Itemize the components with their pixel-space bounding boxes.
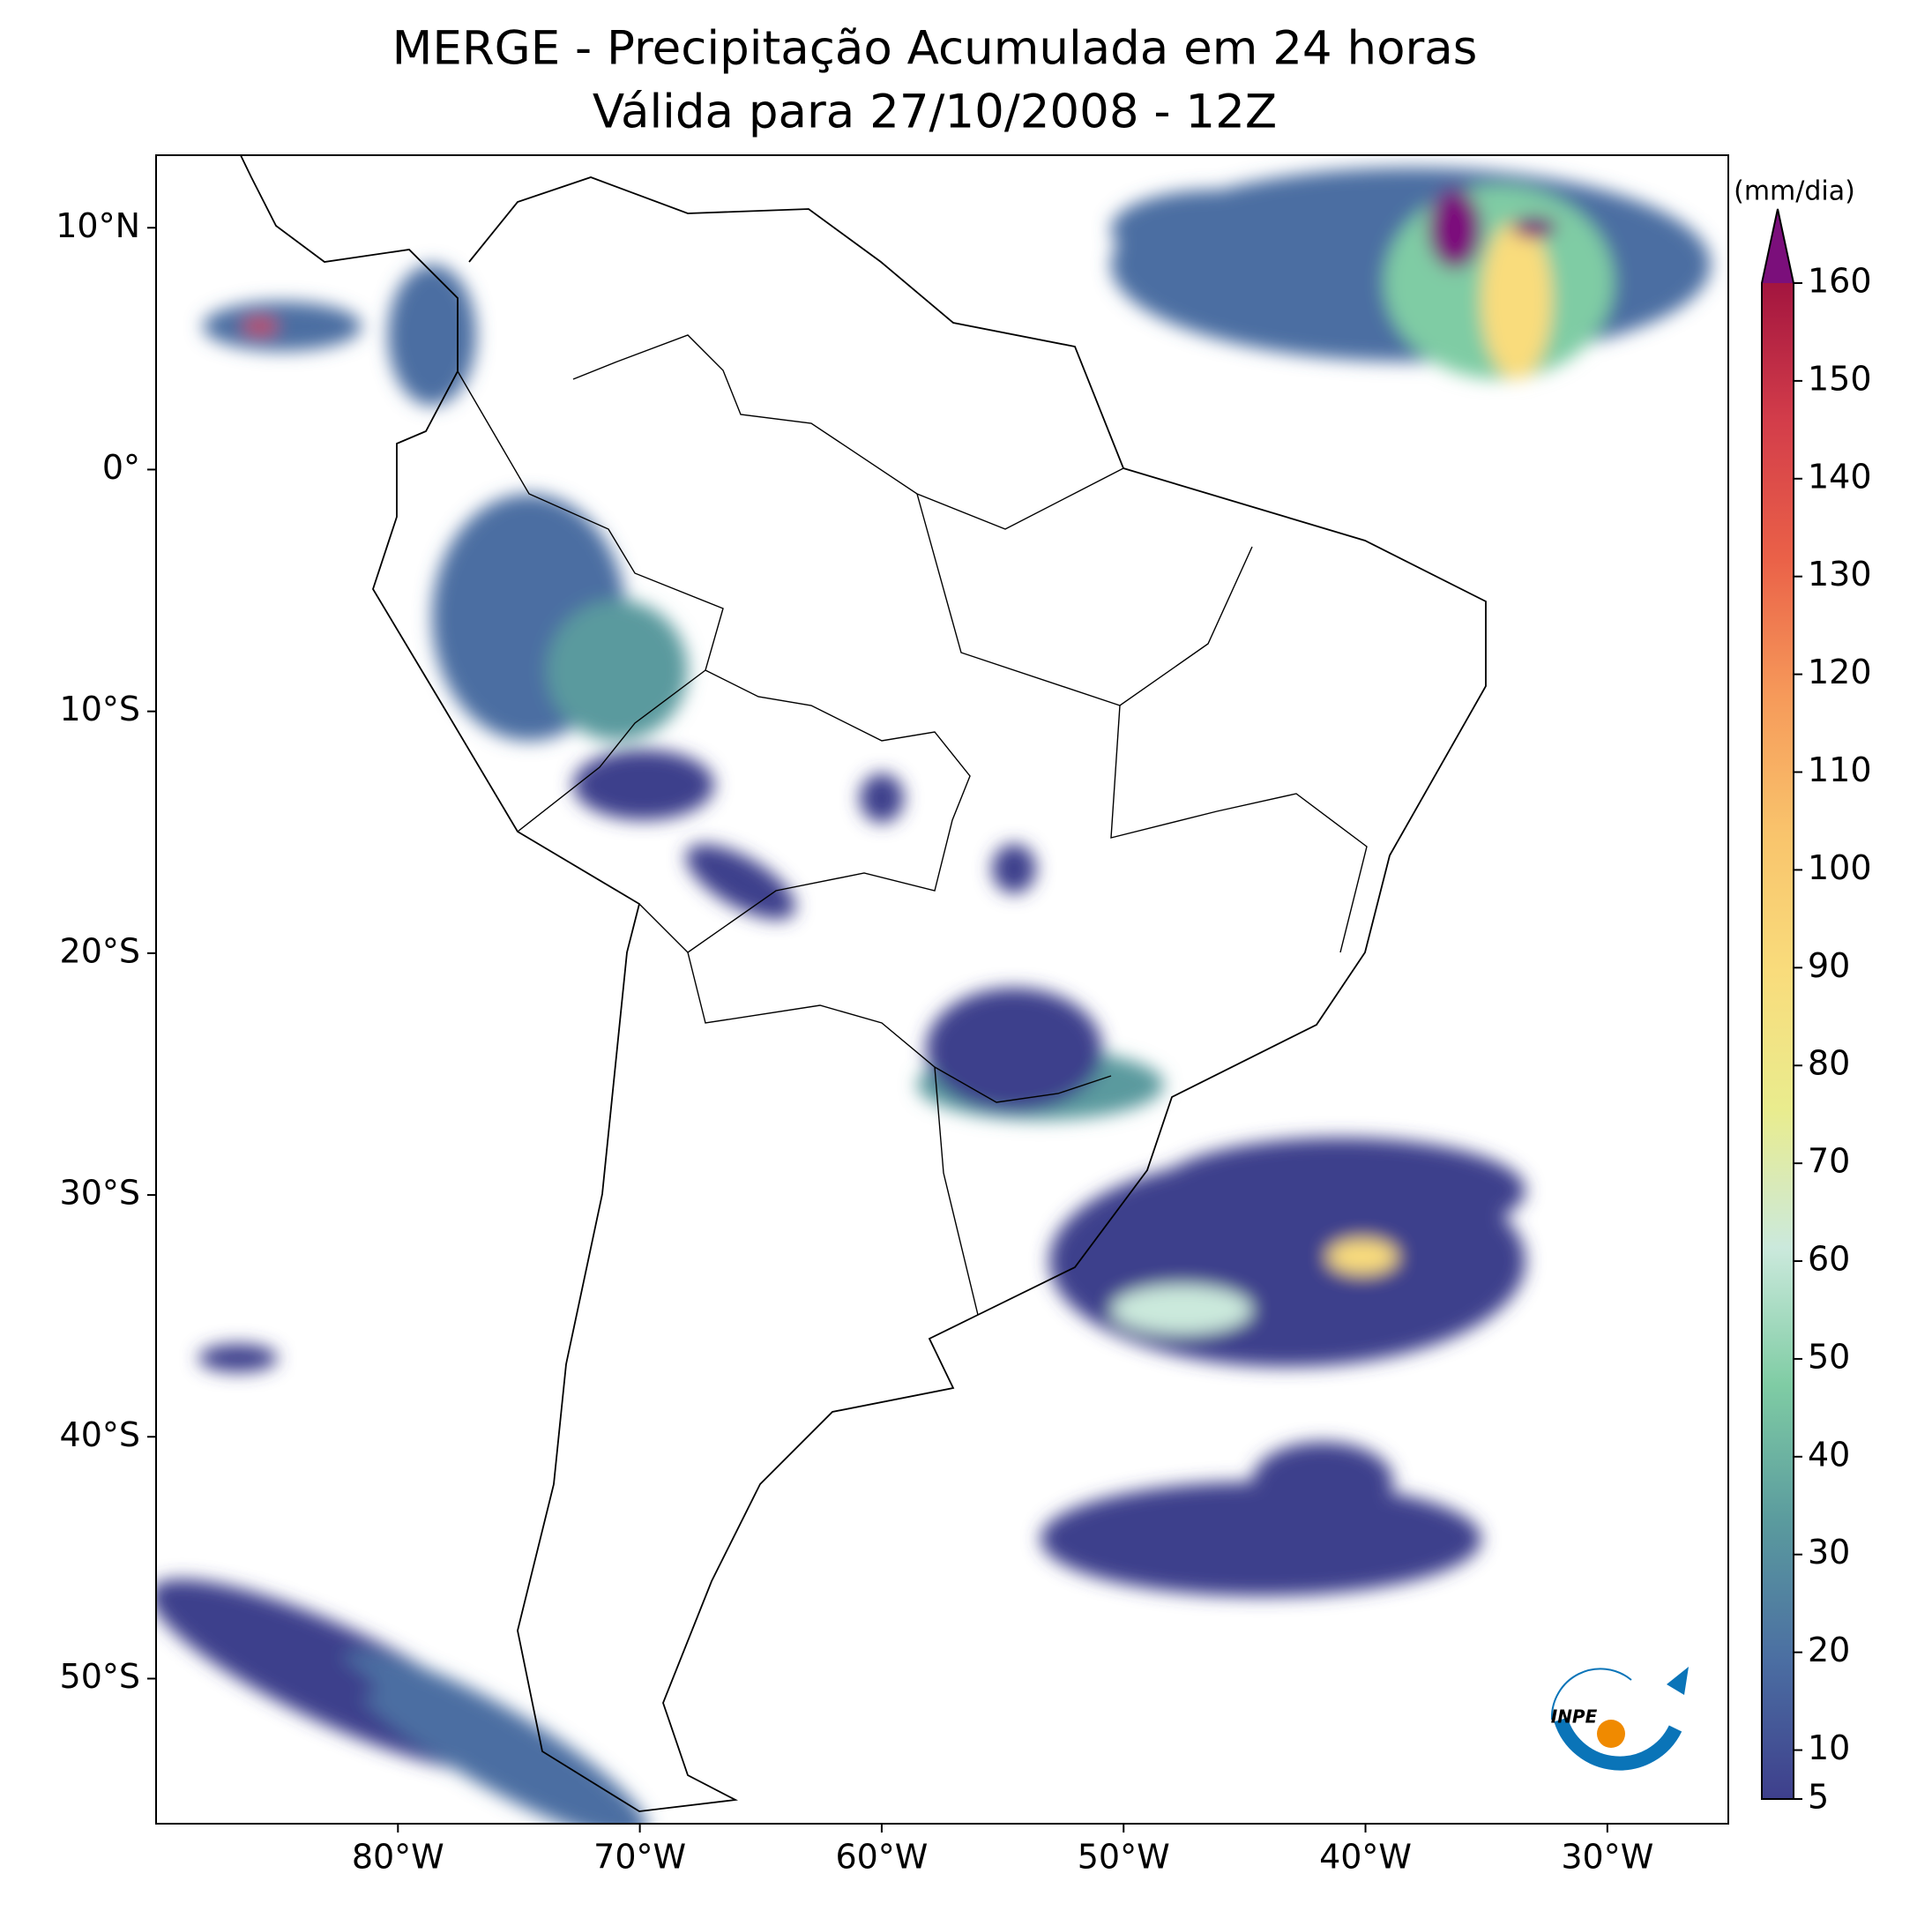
colorbar-tick-label: 140 (1808, 457, 1872, 496)
colorbar-tick-label: 10 (1808, 1728, 1850, 1767)
precip-area (926, 988, 1102, 1111)
x-tick-label: 50°W (1078, 1838, 1170, 1877)
precip-area (992, 844, 1036, 893)
logo-arrow (1667, 1667, 1689, 1695)
y-tick-label: 40°S (60, 1415, 140, 1454)
precip-area (156, 1584, 377, 1697)
precip-area (1512, 217, 1556, 238)
colorbar-tick-label: 70 (1808, 1142, 1850, 1181)
colorbar-tick-label: 40 (1808, 1435, 1850, 1474)
precip-area (203, 302, 362, 351)
title-line-2: Válida para 27/10/2008 - 12Z (593, 86, 1277, 139)
colorbar-tick-label: 60 (1808, 1240, 1850, 1279)
colorbar-extension (1762, 209, 1794, 283)
colorbar-tick-label: 160 (1808, 262, 1872, 301)
precip-area (860, 773, 904, 823)
colorbar-tick-label: 50 (1808, 1337, 1850, 1376)
y-tick-label: 20°S (60, 931, 140, 970)
y-tick-label: 50°S (60, 1657, 140, 1696)
x-tick-label: 60°W (835, 1838, 928, 1877)
map-area (156, 155, 1728, 1824)
colorbar-tick-label: 5 (1808, 1778, 1829, 1817)
precip-area (1111, 1285, 1252, 1334)
x-tick-label: 80°W (352, 1838, 444, 1877)
colorbar (1762, 283, 1794, 1799)
logo-text: INPE (1551, 1706, 1598, 1728)
map-background (156, 155, 1728, 1824)
precip-field (156, 168, 1711, 1824)
colorbar-tick-label: 90 (1808, 946, 1850, 985)
logo-swoosh (1554, 1717, 1682, 1771)
colorbar-tick-label: 100 (1808, 848, 1872, 887)
colorbar-tick-label: 120 (1808, 653, 1872, 691)
precip-area (573, 750, 714, 820)
y-tick-label: 10°N (56, 206, 140, 245)
colorbar-label: (mm/dia) (1734, 176, 1855, 207)
precip-area (685, 844, 796, 920)
precip-area (242, 319, 278, 333)
y-tick-label: 30°S (60, 1174, 140, 1213)
borders (457, 334, 1368, 1316)
precip-area (1481, 220, 1552, 379)
colorbar-tick-label: 150 (1808, 359, 1872, 398)
logo-orbit (1550, 1668, 1632, 1721)
precip-area (339, 1651, 648, 1824)
precip-area (1252, 1442, 1393, 1521)
precip-area (1155, 1138, 1525, 1243)
y-tick-label: 10°S (60, 690, 140, 728)
precip-area (1428, 190, 1481, 269)
x-tick-label: 30°W (1561, 1838, 1653, 1877)
x-tick-label: 70°W (593, 1838, 686, 1877)
title-line-1: MERGE - Precipitação Acumulada em 24 hor… (392, 22, 1478, 76)
map-frame (155, 154, 1729, 1825)
colorbar-tick-label: 30 (1808, 1533, 1850, 1571)
precip-area (388, 265, 476, 406)
x-tick-label: 40°W (1319, 1838, 1412, 1877)
y-tick-label: 0° (102, 448, 140, 487)
precip-area (1327, 1239, 1398, 1274)
colorbar-tick-label: 110 (1808, 750, 1872, 789)
precip-area (1111, 190, 1323, 269)
colorbar-tick-label: 20 (1808, 1631, 1850, 1669)
logo: INPE (1550, 1667, 1689, 1771)
precip-area (198, 1344, 278, 1372)
colorbar-tick-label: 130 (1808, 555, 1872, 593)
colorbar-tick-label: 80 (1808, 1044, 1850, 1083)
logo-sun (1597, 1720, 1625, 1748)
precip-area (547, 600, 688, 741)
colorbar-outline (1761, 208, 1794, 1800)
